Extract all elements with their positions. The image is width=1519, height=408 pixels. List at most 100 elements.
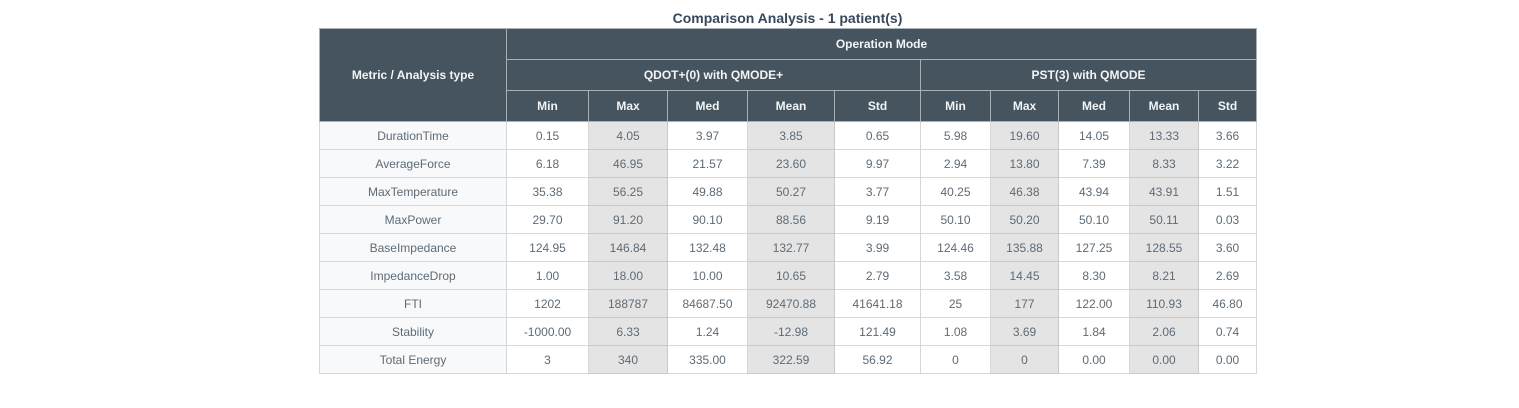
page-title: Comparison Analysis - 1 patient(s) xyxy=(672,10,903,26)
value-cell: 3.22 xyxy=(1197,149,1258,178)
value-cell: 41641.18 xyxy=(834,289,921,318)
value-cell: 25 xyxy=(920,289,991,318)
value-cell: 0.65 xyxy=(834,121,921,150)
stat-header-cell: Max xyxy=(588,90,668,122)
value-cell: 0 xyxy=(920,345,991,374)
value-cell: 127.25 xyxy=(1058,233,1130,262)
value-cell: -1000.00 xyxy=(506,317,589,346)
stat-header-cell: Med xyxy=(667,90,748,122)
value-cell: 29.70 xyxy=(506,205,589,234)
stat-header-cell: Mean xyxy=(1129,90,1199,122)
value-cell: 1.00 xyxy=(506,261,589,290)
value-cell: 84687.50 xyxy=(667,289,748,318)
value-cell: 124.46 xyxy=(920,233,991,262)
value-cell: 43.91 xyxy=(1129,177,1199,206)
value-cell: 340 xyxy=(588,345,668,374)
value-cell: 3.97 xyxy=(667,121,748,150)
table-row: BaseImpedance 124.95 146.84 132.48 132.77 3.9… xyxy=(319,233,1258,262)
value-cell: 7.39 xyxy=(1058,149,1130,178)
table-body: DurationTime 0.15 4.05 3.97 3.85 0.65 5.98 19.6… xyxy=(319,121,1258,374)
value-cell: 4.05 xyxy=(588,121,668,150)
value-cell: 10.65 xyxy=(747,261,835,290)
table-row: ImpedanceDrop 1.00 18.00 10.00 10.65 2.79 3.58… xyxy=(319,261,1258,290)
value-cell: 121.49 xyxy=(834,317,921,346)
value-cell: 0.00 xyxy=(1129,345,1199,374)
group-header-pst: PST(3) with QMODE xyxy=(919,59,1258,91)
value-cell: 110.93 xyxy=(1129,289,1199,318)
value-cell: 14.45 xyxy=(990,261,1059,290)
value-cell: 3.60 xyxy=(1197,233,1258,262)
value-cell: -12.98 xyxy=(747,317,835,346)
value-cell: 188787 xyxy=(588,289,668,318)
value-cell: 3.58 xyxy=(920,261,991,290)
value-cell: 56.25 xyxy=(588,177,668,206)
stat-header-cell: Min xyxy=(920,90,991,122)
value-cell: 43.94 xyxy=(1058,177,1130,206)
report-container: Comparison Analysis - 1 patient(s) Metri… xyxy=(319,0,1258,374)
value-cell: 8.33 xyxy=(1129,149,1199,178)
value-cell: 13.33 xyxy=(1129,121,1199,150)
value-cell: 46.95 xyxy=(588,149,668,178)
value-cell: 92470.88 xyxy=(747,289,835,318)
table-row: FTI 1202 188787 84687.50 92470.88 41641.18 25 1… xyxy=(319,289,1258,318)
metric-cell: AverageForce xyxy=(319,149,507,178)
value-cell: 128.55 xyxy=(1129,233,1199,262)
value-cell: 10.00 xyxy=(667,261,748,290)
metric-cell: MaxTemperature xyxy=(319,177,507,206)
value-cell: 2.79 xyxy=(834,261,921,290)
value-cell: 1.08 xyxy=(920,317,991,346)
value-cell: 56.92 xyxy=(834,345,921,374)
value-cell: 2.69 xyxy=(1197,261,1258,290)
value-cell: 46.80 xyxy=(1197,289,1258,318)
value-cell: 1.51 xyxy=(1197,177,1258,206)
value-cell: 50.20 xyxy=(990,205,1059,234)
value-cell: 3.77 xyxy=(834,177,921,206)
value-cell: 2.94 xyxy=(920,149,991,178)
header-row-operation-mode: Metric / Analysis type Operation Mode xyxy=(319,28,1258,122)
value-cell: 1.84 xyxy=(1058,317,1130,346)
comparison-table: Metric / Analysis type Operation Mode QD… xyxy=(319,28,1258,374)
value-cell: 5.98 xyxy=(920,121,991,150)
value-cell: 90.10 xyxy=(667,205,748,234)
metric-cell: ImpedanceDrop xyxy=(319,261,507,290)
value-cell: 132.77 xyxy=(747,233,835,262)
value-cell: 135.88 xyxy=(990,233,1059,262)
value-cell: 21.57 xyxy=(667,149,748,178)
metric-cell: FTI xyxy=(319,289,507,318)
metric-cell: MaxPower xyxy=(319,205,507,234)
value-cell: 88.56 xyxy=(747,205,835,234)
table-row: Stability -1000.00 6.33 1.24 -12.98 121.49 1.0… xyxy=(319,317,1258,346)
value-cell: 322.59 xyxy=(747,345,835,374)
value-cell: 0.00 xyxy=(1197,345,1258,374)
value-cell: 49.88 xyxy=(667,177,748,206)
stat-header-cell: Max xyxy=(990,90,1059,122)
value-cell: 0.00 xyxy=(1058,345,1130,374)
metric-cell: Stability xyxy=(319,317,507,346)
value-cell: 2.06 xyxy=(1129,317,1199,346)
value-cell: 132.48 xyxy=(667,233,748,262)
value-cell: 124.95 xyxy=(506,233,589,262)
value-cell: 0 xyxy=(990,345,1059,374)
value-cell: 46.38 xyxy=(990,177,1059,206)
value-cell: 6.18 xyxy=(506,149,589,178)
value-cell: 9.97 xyxy=(834,149,921,178)
value-cell: 91.20 xyxy=(588,205,668,234)
table-row: Total Energy 3 340 335.00 322.59 56.92 0 0 0.00 0… xyxy=(319,345,1258,374)
value-cell: 3.85 xyxy=(747,121,835,150)
header-row-stats: Min Max Med Mean Std Min Max Med Mean St… xyxy=(320,90,1258,122)
table-row: AverageForce 6.18 46.95 21.57 23.60 9.97 2.94 1… xyxy=(319,149,1258,178)
value-cell: 177 xyxy=(990,289,1059,318)
table-row: MaxPower 29.70 91.20 90.10 88.56 9.19 50.10 50.… xyxy=(319,205,1258,234)
stat-header-cell: Std xyxy=(834,90,921,122)
stat-header-cell: Med xyxy=(1058,90,1130,122)
value-cell: 3 xyxy=(506,345,589,374)
value-cell: 50.10 xyxy=(1058,205,1130,234)
value-cell: 0.74 xyxy=(1197,317,1258,346)
value-cell: 3.99 xyxy=(834,233,921,262)
value-cell: 8.21 xyxy=(1129,261,1199,290)
group-header-qdot: QDOT+(0) with QMODE+ xyxy=(506,59,921,91)
table-row: MaxTemperature 35.38 56.25 49.88 50.27 3.77 40… xyxy=(319,177,1258,206)
header-row-groups: QDOT+(0) with QMODE+ PST(3) with QMODE xyxy=(320,59,1258,91)
corner-header-cell: Metric / Analysis type xyxy=(319,28,507,122)
